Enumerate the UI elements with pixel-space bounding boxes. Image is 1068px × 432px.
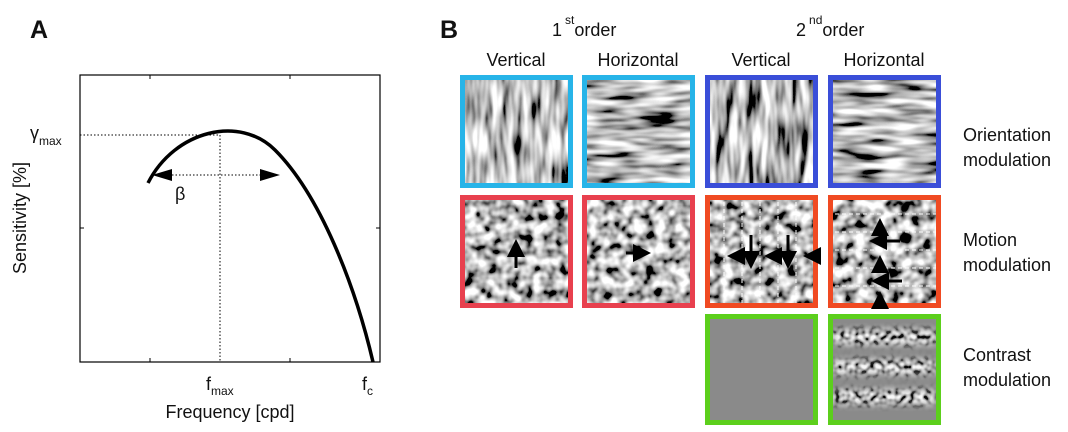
stimulus (584, 197, 692, 305)
stimulus (830, 197, 938, 305)
stimulus (830, 77, 938, 185)
row-label: Motion (963, 230, 1017, 250)
row-label: Orientation (963, 125, 1051, 145)
stimulus (462, 77, 570, 185)
sensitivity-curve (146, 129, 375, 363)
plot-frame (79, 74, 381, 363)
column-header: Vertical (731, 50, 790, 70)
gamma-max-label: γmax (30, 123, 62, 148)
f-max-label: fmax (206, 374, 234, 398)
row-label: modulation (963, 150, 1051, 170)
group-header: 2 ndorder (796, 13, 864, 40)
panel-label: A (30, 16, 48, 44)
x-axis-label: Frequency [cpd] (165, 402, 294, 422)
stimulus (707, 197, 815, 305)
row-label: modulation (963, 370, 1051, 390)
frame-ticks (80, 75, 380, 362)
stimulus-texture (830, 316, 938, 424)
panel-label: B (440, 16, 458, 44)
guide-lines (80, 134, 221, 362)
column-header: Horizontal (843, 50, 924, 70)
row-label: modulation (963, 255, 1051, 275)
y-axis-label: Sensitivity [%] (10, 162, 30, 274)
beta-arrows (152, 169, 280, 181)
beta-label: β (175, 184, 185, 204)
stimulus (584, 77, 692, 185)
stimulus-borders (460, 75, 941, 425)
motion-arrows (507, 218, 902, 309)
stimulus-texture (707, 316, 815, 424)
column-header: Vertical (486, 50, 545, 70)
f-c-label: fc (362, 374, 373, 398)
stimulus (707, 77, 815, 185)
group-header: 1 storder (552, 13, 616, 40)
column-header: Horizontal (597, 50, 678, 70)
row-label: Contrast (963, 345, 1031, 365)
